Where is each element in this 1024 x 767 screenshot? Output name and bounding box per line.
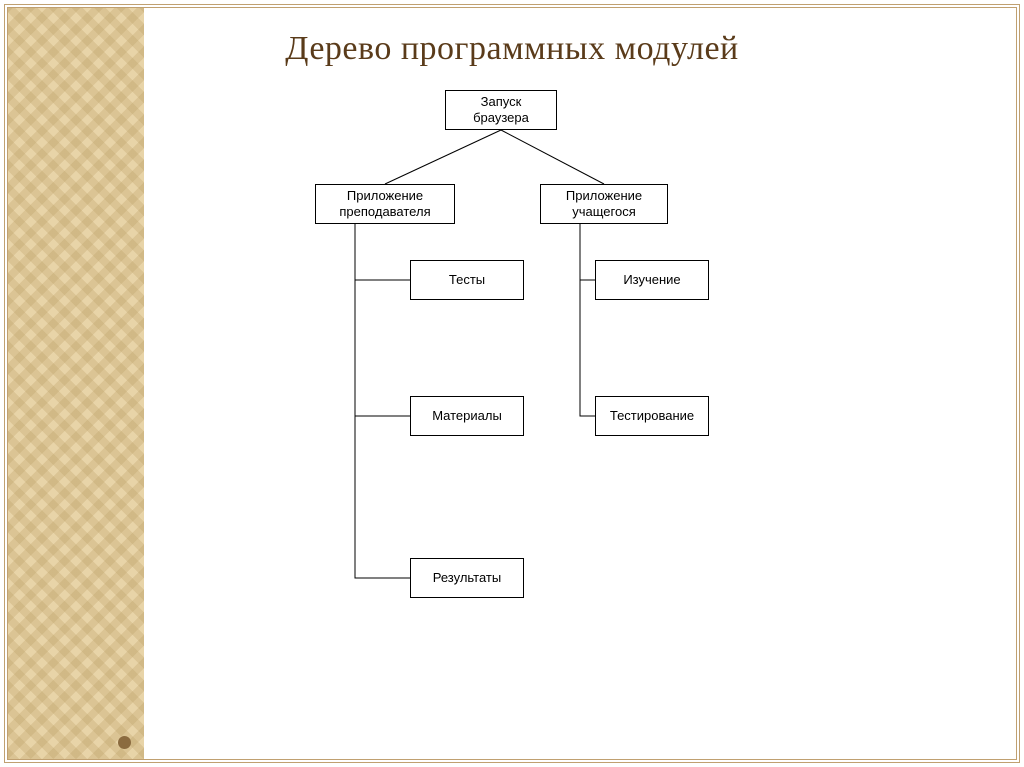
node-tests: Тесты — [410, 260, 524, 300]
node-student: Приложениеучащегося — [540, 184, 668, 224]
node-materials: Материалы — [410, 396, 524, 436]
node-teacher: Приложениепреподавателя — [315, 184, 455, 224]
node-study: Изучение — [595, 260, 709, 300]
tree-diagram: Запускбраузера Приложениепреподавателя При… — [0, 0, 1024, 767]
node-testing: Тестирование — [595, 396, 709, 436]
node-results: Результаты — [410, 558, 524, 598]
node-root: Запускбраузера — [445, 90, 557, 130]
